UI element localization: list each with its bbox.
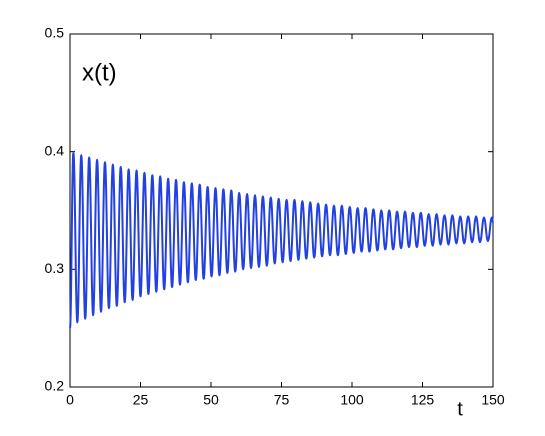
x-tick-label: 75 — [274, 392, 290, 408]
x-label: t — [457, 398, 463, 420]
y-tick-label: 0.5 — [45, 25, 65, 41]
x-tick-label: 0 — [66, 392, 74, 408]
y-tick-label: 0.3 — [45, 260, 65, 276]
x-tick-label: 50 — [203, 392, 219, 408]
x-tick-label: 100 — [340, 392, 364, 408]
y-label: x(t) — [82, 59, 117, 86]
y-tick-label: 0.4 — [45, 142, 65, 158]
x-tick-label: 25 — [133, 392, 149, 408]
y-tick-label: 0.2 — [45, 378, 65, 394]
x-tick-label: 150 — [481, 392, 505, 408]
plot-frame — [69, 33, 494, 388]
data-line — [69, 151, 494, 330]
x-tick-label: 125 — [411, 392, 435, 408]
